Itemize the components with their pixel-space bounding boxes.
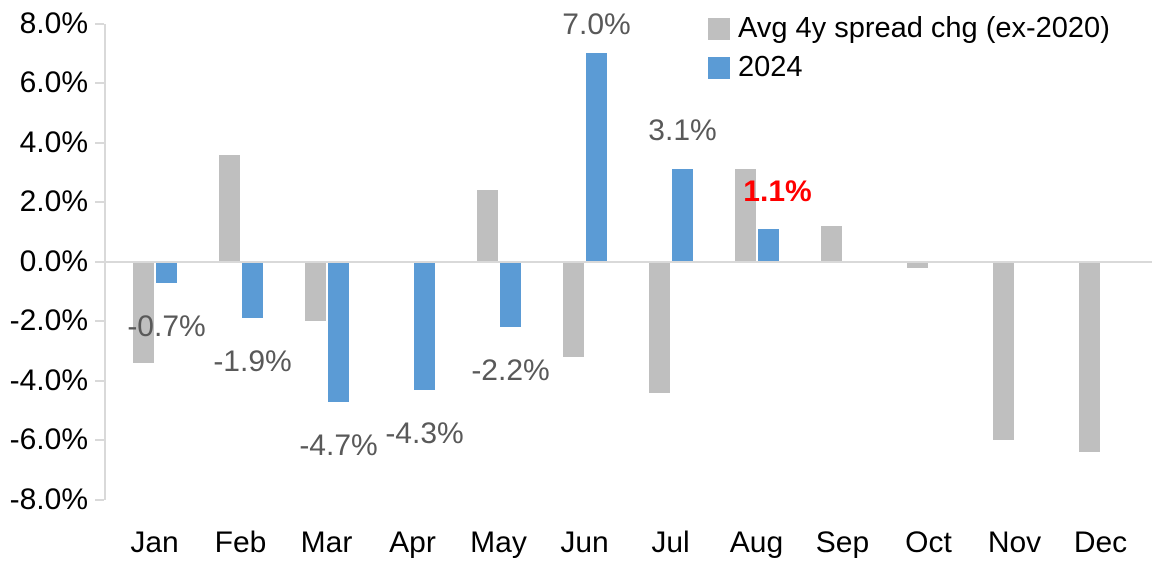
legend-label-2024: 2024	[738, 51, 803, 83]
x-axis-label-may: May	[470, 526, 527, 559]
y-axis-tick	[94, 379, 104, 382]
x-axis-label-apr: Apr	[389, 526, 436, 559]
zero-gridline	[103, 260, 1152, 263]
y-axis-tick	[94, 82, 104, 85]
bar-2024-jan	[156, 261, 177, 283]
bar-avg-4y-jan	[132, 261, 154, 363]
bar-2024-feb	[242, 261, 263, 319]
bar-avg-4y-may	[476, 190, 498, 262]
legend-item-2024: 2024	[708, 48, 1110, 87]
x-axis-label-sep: Sep	[815, 526, 870, 559]
bar-avg-4y-jun	[562, 261, 584, 357]
legend-swatch-2024	[708, 56, 730, 79]
y-axis-tick	[94, 141, 104, 144]
y-axis-label--4.0: -4.0%	[9, 363, 88, 397]
x-axis-label-jun: Jun	[560, 526, 609, 559]
legend: Avg 4y spread chg (ex-2020) 2024	[708, 9, 1110, 87]
bar-2024-apr	[414, 261, 435, 390]
bar-2024-may	[500, 261, 521, 328]
y-axis-tick	[94, 22, 104, 25]
bar-avg-4y-feb	[218, 154, 240, 262]
y-axis-label-4.0: 4.0%	[19, 125, 88, 159]
legend-swatch-avg-4y-spread	[708, 17, 730, 40]
x-axis-label-oct: Oct	[905, 526, 952, 559]
bar-2024-jul	[672, 169, 693, 262]
data-label-jul: 3.1%	[648, 114, 717, 148]
x-axis-label-aug: Aug	[729, 526, 784, 559]
y-axis-tick	[94, 320, 104, 323]
bar-avg-4y-oct	[906, 261, 928, 268]
data-label-jan: -0.7%	[127, 309, 206, 343]
y-axis-label--8.0: -8.0%	[9, 482, 88, 516]
y-axis-label-8.0: 8.0%	[19, 6, 88, 40]
y-axis-tick	[94, 260, 104, 263]
data-label-may: -2.2%	[471, 354, 550, 388]
y-axis-label-2.0: 2.0%	[19, 185, 88, 219]
y-axis-label--6.0: -6.0%	[9, 423, 88, 457]
x-axis-label-feb: Feb	[214, 526, 267, 559]
bar-avg-4y-nov	[992, 261, 1014, 441]
legend-label-avg-4y-spread: Avg 4y spread chg (ex-2020)	[738, 12, 1110, 44]
bar-2024-aug	[758, 228, 779, 262]
bar-avg-4y-sep	[820, 225, 842, 262]
y-axis-tick	[94, 439, 104, 442]
x-axis-label-jul: Jul	[651, 526, 690, 559]
bar-avg-4y-dec	[1078, 261, 1100, 453]
x-axis-label-mar: Mar	[300, 526, 353, 559]
x-axis-label-nov: Nov	[987, 526, 1042, 559]
x-axis-label-jan: Jan	[130, 526, 179, 559]
bar-2024-mar	[328, 261, 349, 402]
y-axis-label-0.0: 0.0%	[19, 244, 88, 278]
y-axis-label-6.0: 6.0%	[19, 66, 88, 100]
data-label-jun: 7.0%	[562, 8, 631, 42]
data-label-mar: -4.7%	[299, 428, 378, 462]
data-label-feb: -1.9%	[213, 345, 292, 379]
y-axis-tick	[94, 201, 104, 204]
data-label-aug: 1.1%	[743, 174, 812, 208]
bar-2024-jun	[586, 53, 607, 262]
y-axis-tick	[94, 498, 104, 501]
x-axis-label-dec: Dec	[1073, 526, 1128, 559]
y-axis-label--2.0: -2.0%	[9, 304, 88, 338]
data-label-apr: -4.3%	[385, 416, 464, 450]
bar-avg-4y-aug	[734, 169, 756, 262]
legend-item-avg-4y-spread: Avg 4y spread chg (ex-2020)	[708, 9, 1110, 48]
bar-avg-4y-jul	[648, 261, 670, 393]
bar-avg-4y-mar	[304, 261, 326, 322]
